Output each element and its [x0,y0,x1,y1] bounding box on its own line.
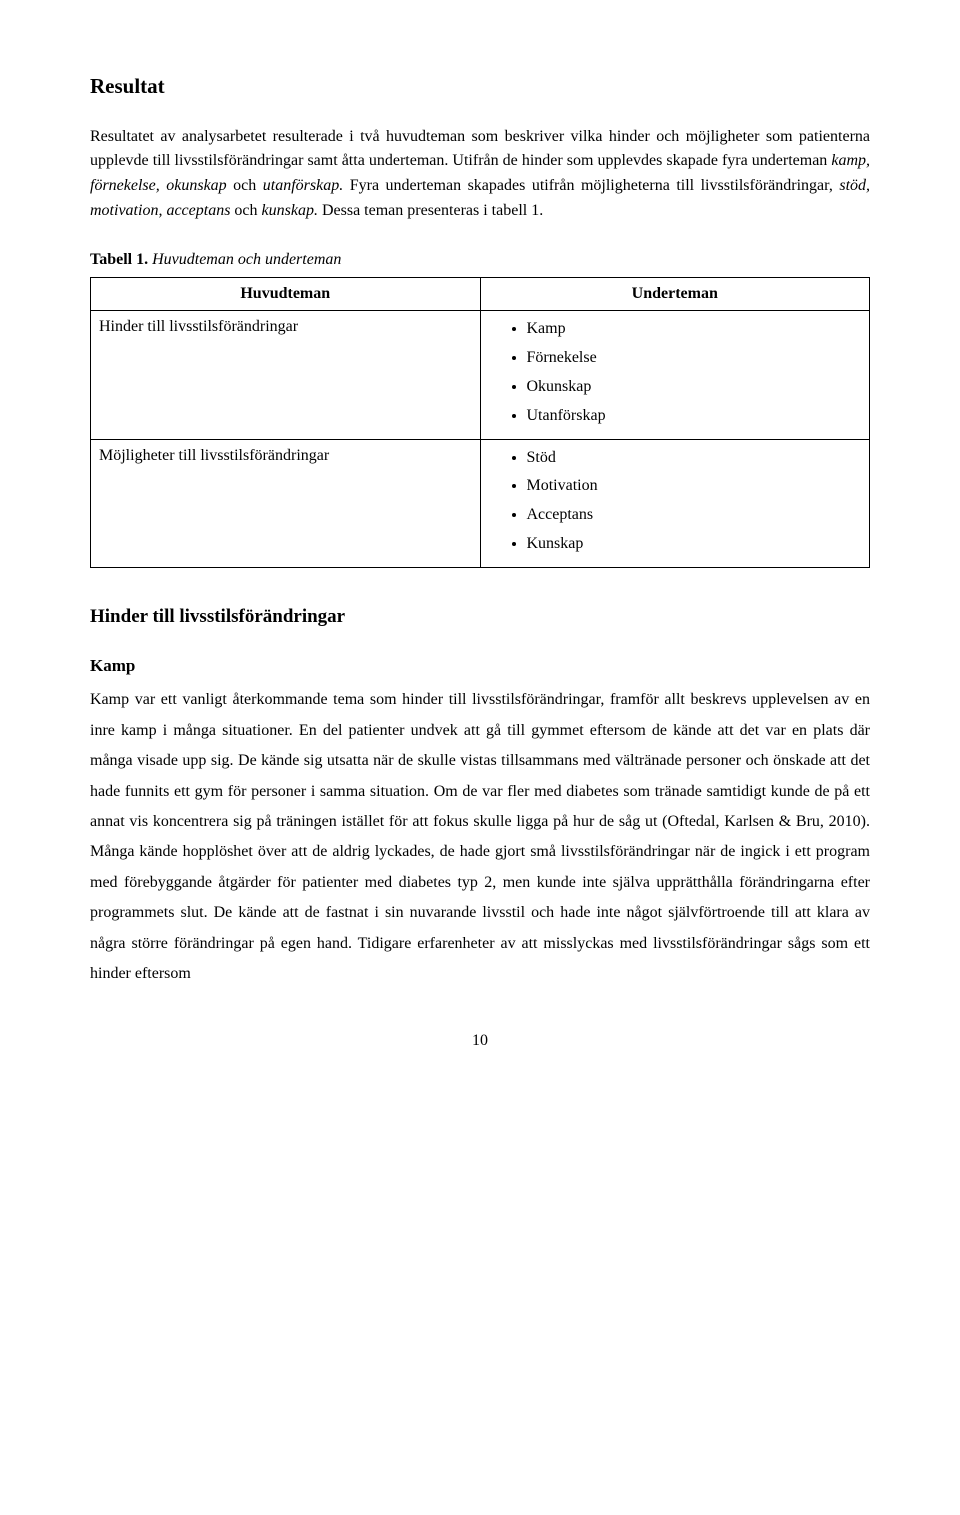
intro-text-mid: och [233,177,263,194]
intro-paragraph: Resultatet av analysarbetet resulterade … [90,125,870,224]
themes-table: Huvudteman Underteman Hinder till livsst… [90,277,870,568]
intro-italic-2: utanförskap. [263,177,350,194]
intro-text-1: Resultatet av analysarbetet resulterade … [90,128,870,170]
intro-italic-4: kunskap. [262,202,322,219]
table-row: Möjligheter till livsstilsförändringar S… [91,439,870,567]
table-row1-right: Kamp Förnekelse Okunskap Utanförskap [480,311,870,439]
table-row: Hinder till livsstilsförändringar Kamp F… [91,311,870,439]
list-item: Kunskap [527,530,862,559]
list-item: Acceptans [527,501,862,530]
table-row2-left: Möjligheter till livsstilsförändringar [91,439,481,567]
list-item: Okunskap [527,373,862,402]
table-row2-right: Stöd Motivation Acceptans Kunskap [480,439,870,567]
sub-sub-heading: Kamp [90,653,870,679]
row1-bullet-list: Kamp Förnekelse Okunskap Utanförskap [489,315,862,430]
list-item: Motivation [527,472,862,501]
table-header-left: Huvudteman [91,277,481,311]
row2-bullet-list: Stöd Motivation Acceptans Kunskap [489,444,862,559]
table-caption-italic: Huvudteman och underteman [148,251,341,268]
list-item: Stöd [527,444,862,473]
table-header-right: Underteman [480,277,870,311]
table-caption: Tabell 1. Huvudteman och underteman [90,248,870,273]
list-item: Förnekelse [527,344,862,373]
table-header-row: Huvudteman Underteman [91,277,870,311]
section-title: Resultat [90,70,870,103]
list-item: Kamp [527,315,862,344]
table-row1-left: Hinder till livsstilsförändringar [91,311,481,439]
list-item: Utanförskap [527,402,862,431]
sub-heading: Hinder till livsstilsförändringar [90,602,870,631]
intro-text-after: Fyra underteman skapades utifrån möjligh… [350,177,840,194]
intro-text-tail: Dessa teman presenteras i tabell 1. [322,202,543,219]
table-caption-bold: Tabell 1. [90,251,148,268]
intro-text-mid2: och [234,202,261,219]
body-paragraph: Kamp var ett vanligt återkommande tema s… [90,685,870,989]
page-number: 10 [90,1029,870,1054]
